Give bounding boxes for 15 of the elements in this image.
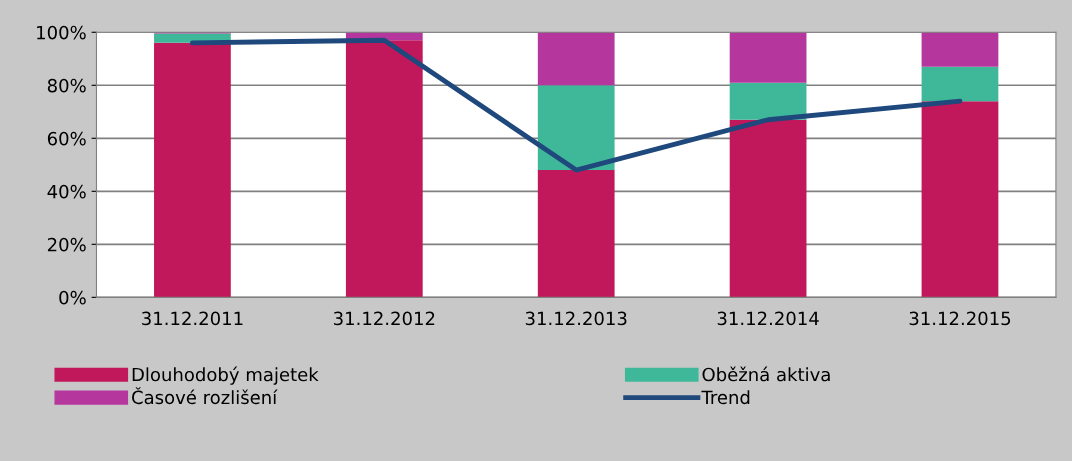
legend-label: Trend — [701, 390, 750, 405]
x-tick-label: 31.12.2015 — [909, 311, 1011, 326]
y-tick-label: 40% — [47, 184, 86, 199]
x-tick-label: 31.12.2012 — [334, 311, 435, 326]
y-tick-label: 0% — [59, 290, 86, 305]
legend-label: Dlouhodobý majetek — [132, 366, 319, 385]
y-tick-label: 60% — [47, 131, 86, 146]
x-tick-label: 31.12.2014 — [717, 311, 819, 326]
y-tick-label: 100% — [37, 25, 86, 40]
x-tick-label: 31.12.2011 — [142, 311, 243, 326]
y-tick-label: 20% — [47, 237, 86, 252]
y-tick-label: 80% — [47, 78, 86, 93]
x-tick-label: 31.12.2013 — [525, 311, 627, 326]
legend-label: Oběžná aktiva — [702, 366, 830, 382]
legend-label: Časové rozlišení — [132, 387, 278, 405]
